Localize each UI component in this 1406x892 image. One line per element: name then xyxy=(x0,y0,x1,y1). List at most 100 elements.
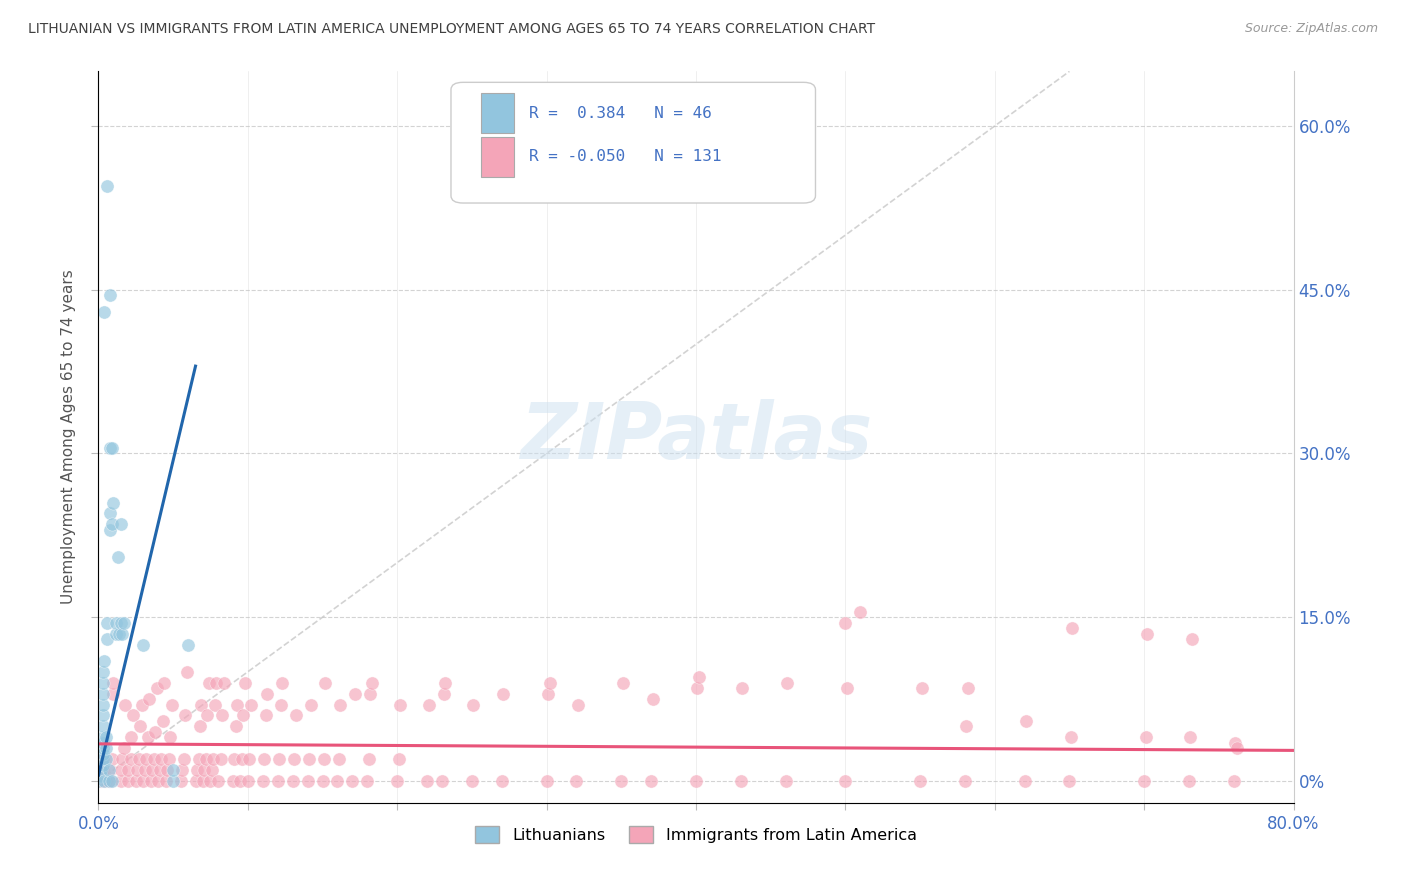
Point xyxy=(120,731,142,745)
Point xyxy=(114,698,136,712)
Point xyxy=(211,708,233,723)
Point xyxy=(91,747,114,761)
Point xyxy=(1059,774,1081,789)
Point xyxy=(955,719,977,733)
Point xyxy=(112,741,135,756)
Text: R = -0.050   N = 131: R = -0.050 N = 131 xyxy=(529,150,721,164)
Point xyxy=(269,752,291,766)
Point xyxy=(271,675,294,690)
Point xyxy=(538,675,561,690)
Point xyxy=(231,752,253,766)
Point xyxy=(267,774,290,789)
Point xyxy=(1015,714,1038,728)
Point xyxy=(93,752,115,766)
Point xyxy=(190,698,212,712)
Point xyxy=(908,774,931,789)
Point xyxy=(93,304,115,318)
Point xyxy=(186,763,208,777)
Point xyxy=(139,774,162,789)
Point xyxy=(1180,731,1202,745)
Point xyxy=(536,774,558,789)
Point xyxy=(641,692,664,706)
Point xyxy=(98,507,122,521)
Point xyxy=(1060,731,1083,745)
Point xyxy=(849,605,872,619)
Point xyxy=(132,638,155,652)
Point xyxy=(357,752,380,766)
Point xyxy=(91,665,114,679)
Point xyxy=(226,698,249,712)
Point xyxy=(143,724,166,739)
Point xyxy=(98,288,122,302)
Point xyxy=(731,681,754,695)
Point xyxy=(640,774,662,789)
Point xyxy=(110,774,132,789)
Point xyxy=(107,550,129,565)
Point xyxy=(174,708,197,723)
Point xyxy=(127,763,149,777)
Point xyxy=(103,675,125,690)
Point xyxy=(93,774,115,789)
Point xyxy=(110,517,132,532)
Point xyxy=(434,675,457,690)
Point xyxy=(91,719,114,733)
Point xyxy=(97,763,120,777)
Point xyxy=(1181,632,1204,646)
Point xyxy=(112,615,135,630)
Point xyxy=(284,708,307,723)
Point xyxy=(252,774,274,789)
Point xyxy=(117,763,139,777)
Point xyxy=(201,763,224,777)
Point xyxy=(142,752,165,766)
Point xyxy=(776,675,799,690)
Point xyxy=(162,774,184,789)
Point xyxy=(91,757,114,772)
Point xyxy=(253,752,276,766)
Point xyxy=(775,774,797,789)
Text: Source: ZipAtlas.com: Source: ZipAtlas.com xyxy=(1244,22,1378,36)
Point xyxy=(91,687,114,701)
Point xyxy=(117,774,139,789)
Point xyxy=(98,774,122,789)
Point xyxy=(835,681,858,695)
Point xyxy=(209,752,232,766)
Point xyxy=(385,774,409,789)
Point xyxy=(98,763,122,777)
Point xyxy=(91,752,114,766)
Point xyxy=(101,774,124,789)
Point xyxy=(1223,774,1246,789)
Point xyxy=(326,774,349,789)
Point xyxy=(834,774,856,789)
Point xyxy=(110,763,132,777)
Point xyxy=(90,768,112,782)
Point xyxy=(198,675,221,690)
Point xyxy=(360,675,382,690)
Point xyxy=(98,441,122,455)
Point xyxy=(207,774,229,789)
Point xyxy=(298,752,321,766)
Point xyxy=(685,774,707,789)
Point xyxy=(229,774,252,789)
Point xyxy=(136,731,159,745)
Point xyxy=(312,752,335,766)
Point xyxy=(103,495,125,509)
Point xyxy=(173,752,195,766)
Point xyxy=(91,736,114,750)
Point xyxy=(232,708,254,723)
Point xyxy=(135,752,157,766)
Point xyxy=(205,675,228,690)
Point xyxy=(193,763,215,777)
Point xyxy=(432,687,454,701)
Point xyxy=(105,615,128,630)
FancyBboxPatch shape xyxy=(481,93,515,133)
Point xyxy=(204,698,226,712)
Point xyxy=(270,698,292,712)
Point xyxy=(1225,736,1247,750)
Point xyxy=(283,752,305,766)
Point xyxy=(169,774,191,789)
Point xyxy=(87,774,110,789)
Point xyxy=(94,752,117,766)
Point xyxy=(389,698,412,712)
Text: LITHUANIAN VS IMMIGRANTS FROM LATIN AMERICA UNEMPLOYMENT AMONG AGES 65 TO 74 YEA: LITHUANIAN VS IMMIGRANTS FROM LATIN AMER… xyxy=(28,22,876,37)
FancyBboxPatch shape xyxy=(451,82,815,203)
